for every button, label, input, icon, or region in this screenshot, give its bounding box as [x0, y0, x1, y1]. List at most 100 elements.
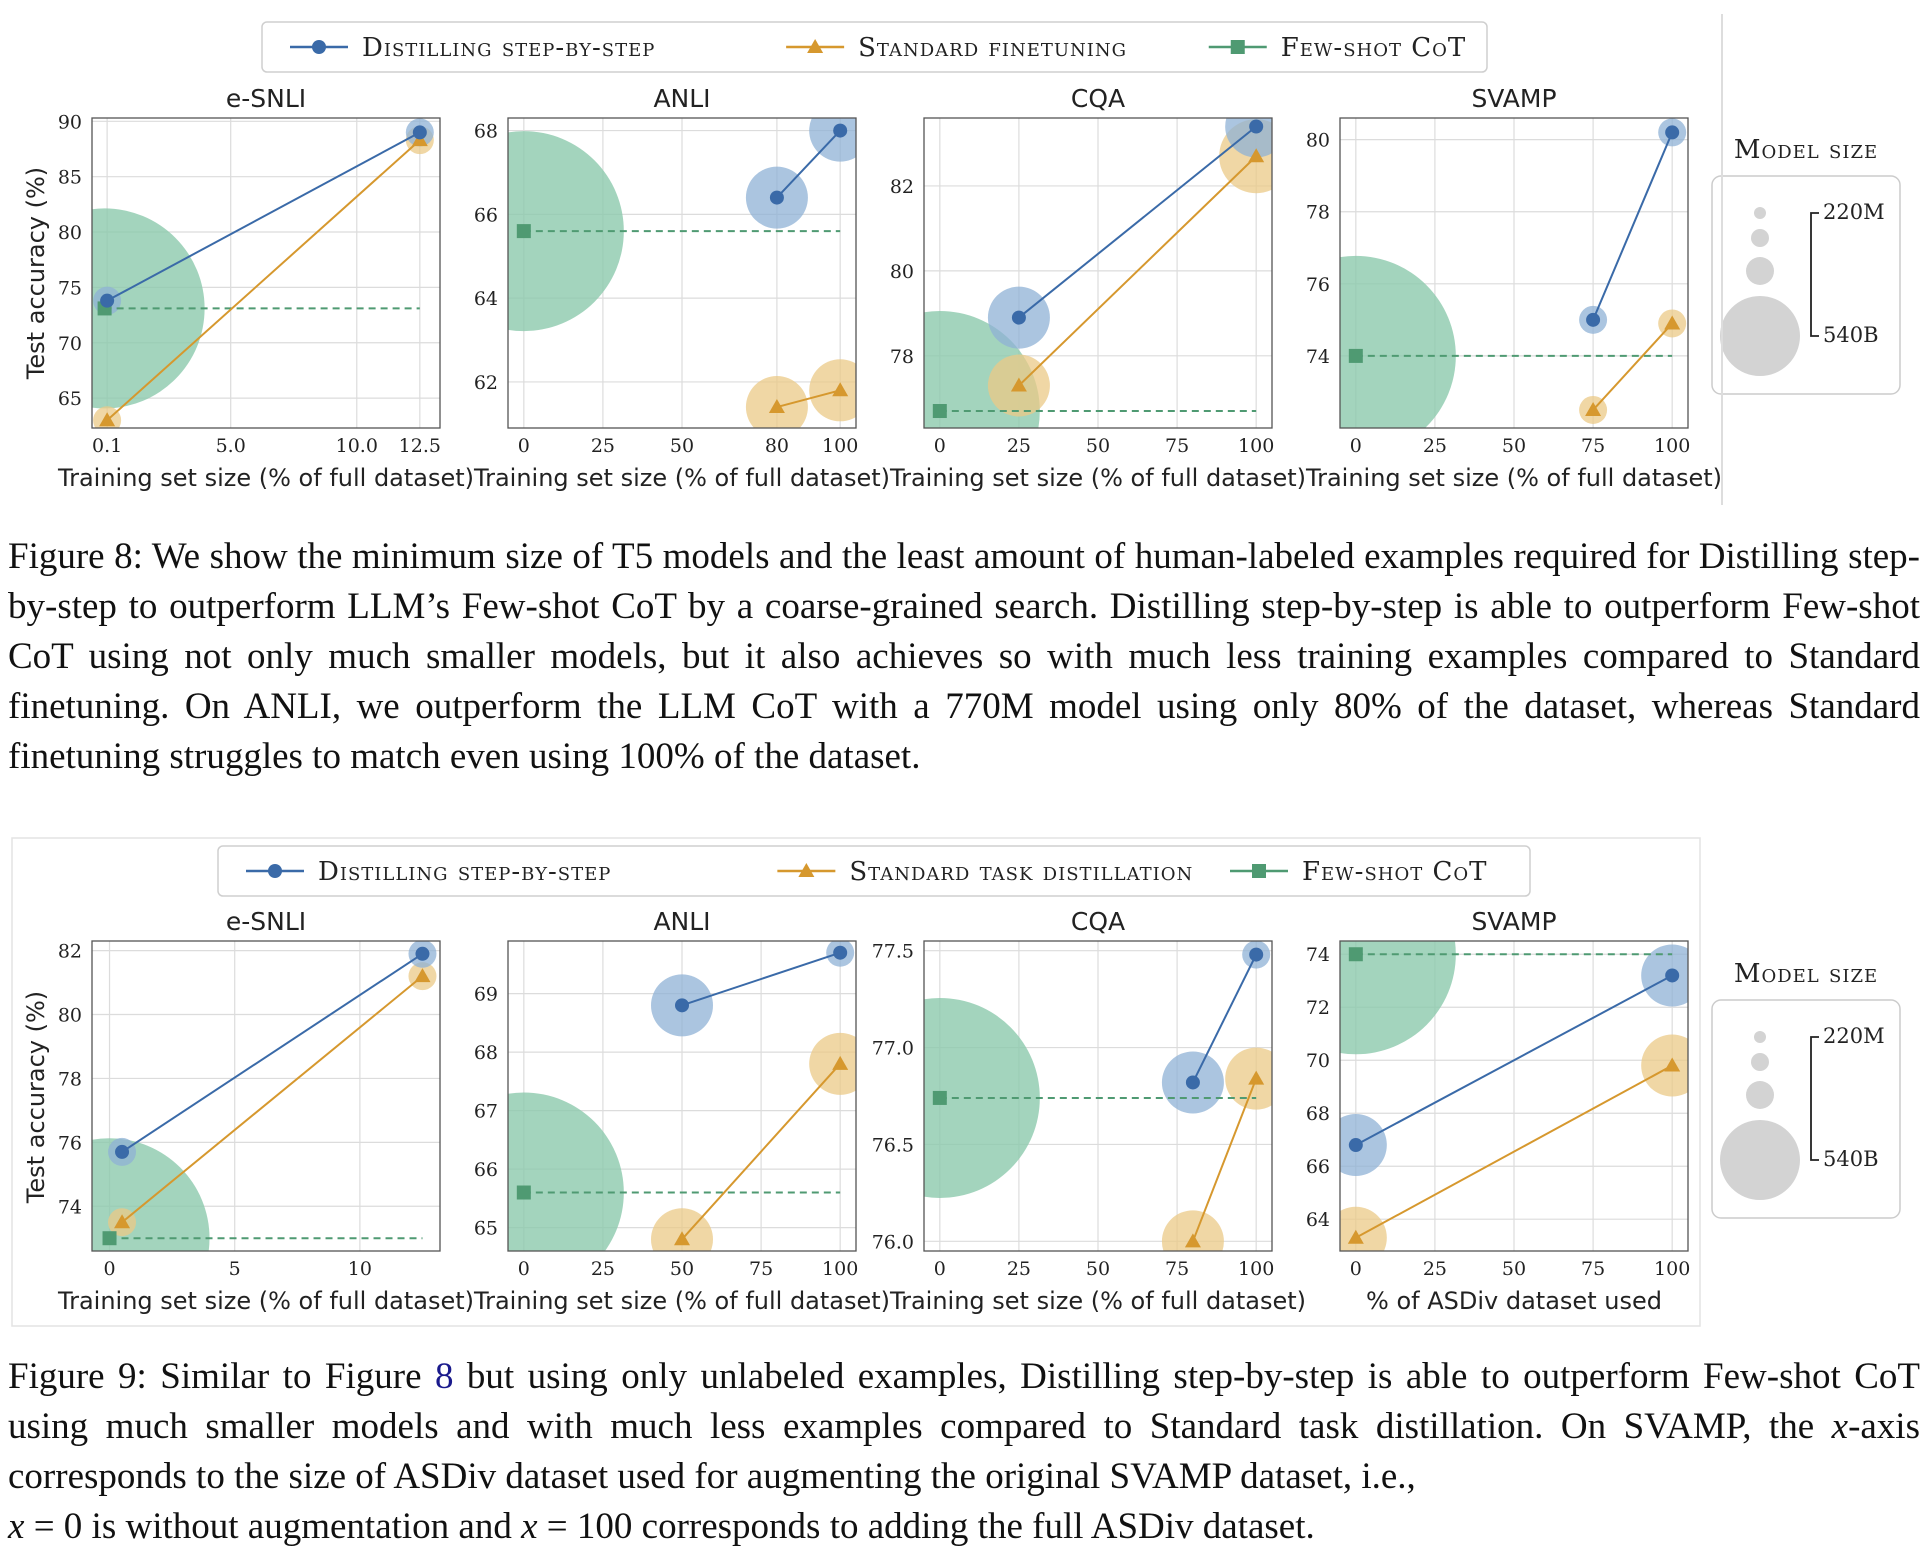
size-bracket [1810, 1036, 1819, 1161]
y-tick-label: 76 [1306, 274, 1330, 296]
standard-point [1664, 315, 1681, 330]
legend-label: Few-shot CoT [1281, 33, 1467, 63]
legend-label: Distilling step-by-step [362, 33, 655, 63]
y-tick-label: 80 [890, 261, 914, 283]
x-tick-label: 50 [1086, 1258, 1110, 1280]
y-tick-label: 80 [58, 1005, 82, 1027]
distill-point [1665, 125, 1680, 140]
standard-point [768, 399, 785, 414]
distill-size-bubble [1340, 1114, 1387, 1177]
distill-point [268, 864, 282, 878]
x-axis-label: Training set size (% of full dataset) [889, 464, 1306, 492]
distill-point [833, 123, 848, 138]
standard-line [1018, 155, 1257, 387]
standard-point [1585, 401, 1602, 416]
plot-area [508, 118, 856, 428]
math-variable: x [8, 1506, 25, 1547]
distill-point [1011, 310, 1026, 325]
chart-panel-svamp: 0 25 50 75 100 64 66 68 70 72 74 SVAMP % of ASDiv da… [1306, 907, 1691, 1315]
x-tick-label: 50 [1502, 1258, 1526, 1280]
fewshot-size-bubble [1340, 255, 1456, 428]
x-tick-label: 0 [934, 435, 946, 457]
size-bubble [1746, 257, 1774, 285]
axes-frame [923, 117, 1273, 429]
distill-point [1348, 1138, 1363, 1153]
standard-point [798, 863, 815, 877]
axes-frame [1339, 940, 1689, 1252]
x-axis-label: Training set size (% of full dataset) [473, 464, 890, 492]
distill-point [1185, 1075, 1200, 1090]
chart-panel-anli: 0 25 50 80 100 62 64 66 68 ANLI Training set size … [473, 84, 890, 492]
fewshot-point [516, 224, 531, 239]
standard-line [1592, 322, 1673, 411]
fewshot-point [102, 1231, 117, 1246]
distill-point [1586, 312, 1601, 327]
legend-box [217, 845, 1531, 897]
caption-text: = 0 is without augmentation and [24, 1506, 522, 1547]
y-tick-label: 77.5 [872, 941, 914, 963]
x-tick-label: 0 [103, 1258, 115, 1280]
plot-area [1340, 118, 1687, 428]
x-tick-label: 0 [934, 1258, 946, 1280]
standard-point [674, 1231, 690, 1246]
legend-label: Few-shot CoT [1302, 857, 1488, 887]
standard-line [1191, 1078, 1258, 1242]
standard-point [414, 968, 431, 983]
x-tick-label: 75 [749, 1258, 773, 1280]
x-tick-label: 0.1 [92, 435, 122, 457]
standard-point [1664, 1057, 1681, 1072]
x-tick-label: 12.5 [399, 435, 441, 457]
size-large-label: 540B [1823, 1147, 1879, 1171]
legend-label: Standard task distillation [849, 857, 1193, 887]
size-small-label: 220M [1823, 200, 1885, 224]
x-tick-label: 75 [1165, 1258, 1189, 1280]
distill-line [1592, 132, 1674, 321]
standard-size-bubble [1641, 1034, 1688, 1097]
plot-area [1340, 941, 1688, 1251]
legend-label: Standard finetuning [858, 33, 1127, 63]
fewshot-point [932, 404, 947, 419]
distill-line [1018, 125, 1257, 319]
x-tick-label: 75 [1581, 1258, 1605, 1280]
math-variable: x [521, 1506, 538, 1547]
x-tick-label: 50 [670, 435, 694, 457]
distill-line [681, 951, 841, 1007]
y-tick-label: 70 [1306, 1050, 1330, 1072]
size-bubble [1720, 296, 1800, 376]
x-axis-label: % of ASDiv dataset used [1366, 1287, 1662, 1315]
x-tick-label: 100 [1654, 1258, 1690, 1280]
y-tick-label: 66 [474, 1159, 498, 1181]
size-small-label: 220M [1823, 1024, 1885, 1048]
y-tick-label: 65 [474, 1218, 498, 1240]
plot-area [92, 118, 434, 428]
standard-line [121, 975, 424, 1224]
x-tick-label: 25 [1007, 435, 1031, 457]
size-bubble [1754, 1031, 1766, 1043]
fewshot-point [932, 1090, 947, 1105]
legend-box [261, 21, 1488, 73]
x-tick-label: 25 [1423, 435, 1447, 457]
y-tick-label: 68 [474, 121, 498, 143]
y-tick-label: 82 [890, 176, 914, 198]
x-tick-label: 50 [1502, 435, 1526, 457]
x-tick-label: 100 [822, 435, 858, 457]
x-tick-label: 0 [518, 435, 530, 457]
plot-area [92, 941, 437, 1251]
standard-size-bubble [809, 359, 856, 422]
distill-line [776, 129, 841, 199]
standard-line [1355, 1064, 1673, 1239]
y-tick-label: 68 [1306, 1103, 1330, 1125]
standard-point [832, 382, 849, 397]
standard-point [1248, 148, 1265, 163]
fewshot-point [516, 1185, 531, 1200]
x-tick-label: 5 [229, 1258, 241, 1280]
x-tick-label: 50 [1086, 435, 1110, 457]
distill-point [833, 945, 848, 960]
fewshot-point [1348, 348, 1363, 363]
caption-text: Figure 9: Similar to Figure [8, 1356, 435, 1397]
standard-line [106, 139, 421, 421]
distill-line [106, 131, 421, 302]
figure-reference-link[interactable]: 8 [434, 1356, 454, 1397]
y-tick-label: 66 [474, 204, 498, 226]
chart-title: CQA [1071, 907, 1125, 936]
